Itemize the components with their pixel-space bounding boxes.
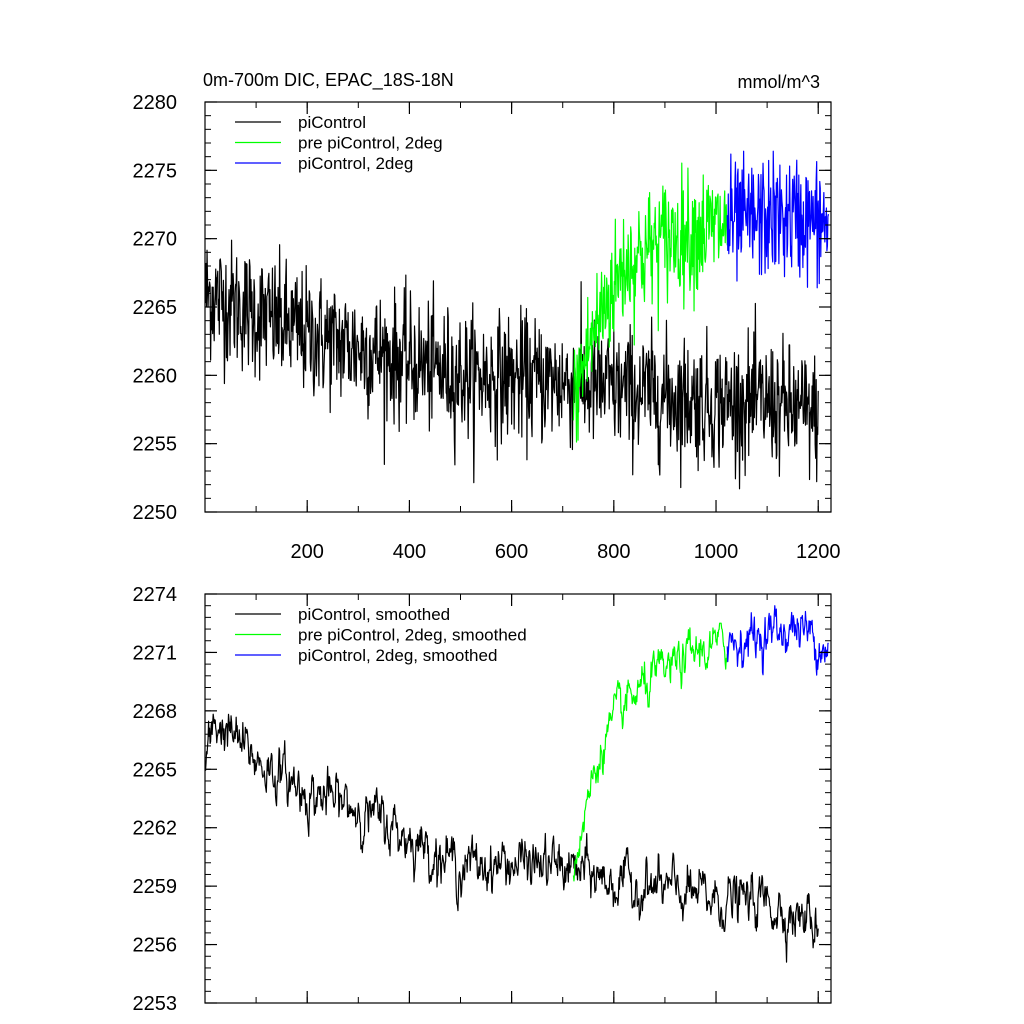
chart2-y-tick-label: 2256 bbox=[133, 935, 178, 957]
chart2-y-tick-label: 2274 bbox=[133, 584, 178, 606]
chart1-legend-label-1: piControl bbox=[298, 113, 366, 132]
chart2-y-tick-label: 2268 bbox=[133, 701, 178, 723]
chart1-y-tick-label: 2250 bbox=[133, 502, 178, 524]
chart1-legend-label-2: pre piControl, 2deg bbox=[298, 134, 443, 153]
chart1-y-tick-label: 2275 bbox=[133, 160, 178, 182]
chart2-series-line-2 bbox=[572, 622, 728, 882]
chart2-legend-label-3: piControl, 2deg, smoothed bbox=[298, 646, 497, 665]
chart2-y-tick-label: 2271 bbox=[133, 642, 178, 664]
chart2-series-line-1 bbox=[204, 713, 819, 963]
chart1-y-tick-label: 2270 bbox=[133, 229, 178, 251]
chart1-legend-label-3: piControl, 2deg bbox=[298, 154, 413, 173]
chart1-x-tick-label: 1200 bbox=[796, 541, 841, 563]
chart2-plot-frame bbox=[204, 593, 832, 1004]
chart1-y-tick-label: 2260 bbox=[133, 365, 178, 387]
chart2-legend-label-1: piControl, smoothed bbox=[298, 605, 450, 624]
chart2-y-tick-label: 2265 bbox=[133, 759, 178, 781]
chart1-y-tick-label: 2280 bbox=[133, 92, 178, 114]
chart1-x-tick-label: 600 bbox=[495, 541, 528, 563]
chart1-y-tick-label: 2255 bbox=[133, 434, 178, 456]
chart1-series-line-3 bbox=[726, 150, 830, 289]
chart2-y-tick-label: 2262 bbox=[133, 818, 178, 840]
chart1-y-tick-label: 2265 bbox=[133, 297, 178, 319]
chart1-x-tick-label: 1000 bbox=[694, 541, 739, 563]
chart1-x-tick-label: 400 bbox=[393, 541, 426, 563]
chart2-legend-label-2: pre piControl, 2deg, smoothed bbox=[298, 626, 527, 645]
chart2-y-tick-label: 2253 bbox=[133, 993, 178, 1015]
chart2-series-line-3 bbox=[726, 605, 829, 676]
chart1-x-tick-label: 200 bbox=[291, 541, 324, 563]
chart1-series-line-1 bbox=[204, 239, 819, 490]
units-label: mmol/m^3 bbox=[738, 72, 820, 92]
chart1-x-tick-label: 800 bbox=[597, 541, 630, 563]
chart1-series-line-2 bbox=[572, 162, 728, 443]
chart2-y-tick-label: 2259 bbox=[133, 876, 178, 898]
chart-title: 0m-700m DIC, EPAC_18S-18N bbox=[203, 70, 454, 91]
